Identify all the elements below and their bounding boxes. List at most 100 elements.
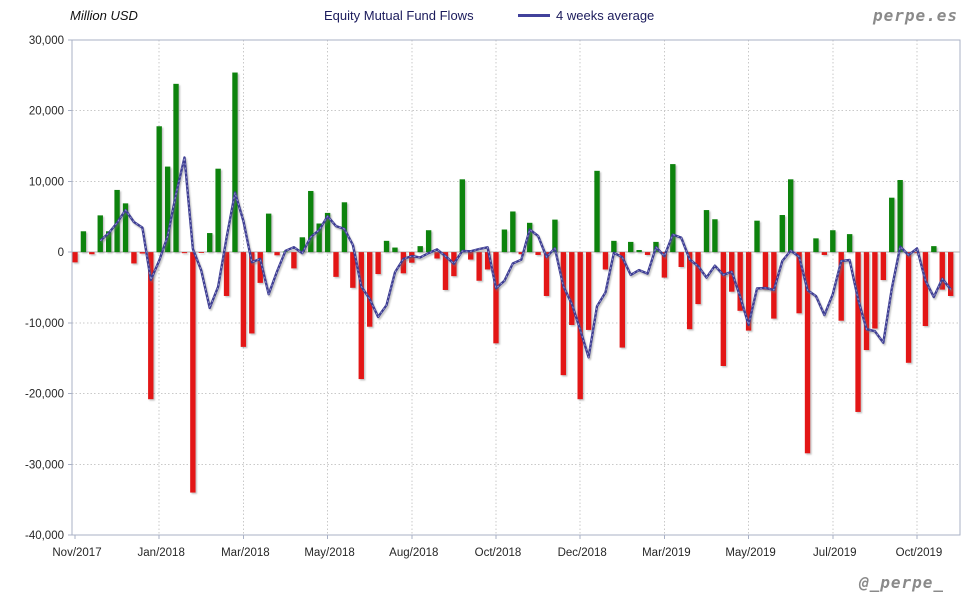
outflow-bar	[333, 252, 339, 277]
outflow-bar	[821, 252, 828, 255]
site-watermark: perpe.es	[872, 6, 958, 25]
y-tick-label: -30,000	[25, 459, 64, 471]
outflow-bar	[543, 252, 550, 296]
outflow-bar	[771, 252, 777, 319]
outflow-bar	[190, 252, 196, 493]
inflow-bar	[510, 211, 516, 253]
x-tick-label: May/2018	[304, 547, 355, 559]
inflow-bar	[846, 234, 853, 253]
outflow-bar	[695, 252, 701, 305]
x-tick-label: Jan/2018	[138, 547, 185, 559]
inflow-bar	[207, 233, 213, 253]
y-tick-label: 0	[58, 247, 64, 259]
inflow-bar	[215, 168, 221, 253]
x-tick-label: Oct/2018	[475, 547, 522, 559]
outflow-bar	[198, 252, 204, 253]
outflow-bar	[720, 252, 727, 366]
average-line	[99, 156, 952, 359]
outflow-bar	[838, 252, 844, 321]
x-tick-label: Nov/2017	[52, 547, 101, 559]
inflow-bar	[897, 180, 903, 253]
inflow-bar	[105, 231, 112, 253]
outflow-bar	[880, 252, 887, 281]
inflow-bar	[299, 237, 306, 253]
inflow-bar	[417, 246, 423, 253]
outflow-bar	[367, 252, 373, 327]
outflow-bar	[131, 252, 137, 264]
outflow-bar	[249, 252, 255, 334]
inflow-bar	[501, 229, 508, 253]
inflow-bar	[173, 83, 179, 253]
outflow-bar	[350, 252, 356, 288]
x-tick-label: Mar/2019	[642, 547, 691, 559]
inflow-bar	[526, 222, 533, 253]
outflow-bar	[181, 252, 188, 254]
inflow-bar	[931, 246, 937, 253]
inflow-bar	[425, 230, 432, 253]
outflow-bar	[804, 252, 811, 454]
inflow-bar	[779, 215, 785, 253]
inflow-bar	[813, 238, 819, 253]
inflow-bar	[628, 241, 634, 253]
y-tick-label: 30,000	[29, 35, 64, 47]
inflow-bar	[552, 219, 558, 253]
outflow-bar	[577, 252, 583, 400]
outflow-bar	[72, 252, 78, 263]
author-handle: @_perpe_	[858, 573, 944, 592]
outflow-bar	[139, 252, 146, 254]
x-tick-label: Oct/2019	[896, 547, 943, 559]
inflow-bar	[122, 203, 129, 253]
x-tick-label: Aug/2018	[389, 547, 438, 559]
outflow-bar	[240, 252, 247, 347]
outflow-bar	[257, 252, 263, 283]
outflow-bar	[442, 252, 449, 290]
y-axis-title: Million USD	[70, 8, 138, 23]
outflow-bar	[855, 252, 861, 412]
outflow-bar	[762, 252, 769, 290]
inflow-bar	[97, 215, 103, 253]
outflow-bar	[619, 252, 625, 348]
outflow-bar	[644, 252, 651, 255]
inflow-bar	[670, 164, 676, 253]
legend: 4 weeks average	[518, 8, 654, 23]
y-tick-label: -10,000	[25, 318, 64, 330]
outflow-bar	[686, 252, 693, 330]
outflow-bar	[602, 252, 609, 270]
inflow-bar	[316, 223, 322, 253]
inflow-bar	[164, 166, 171, 253]
average-line-legend-swatch	[518, 14, 550, 17]
y-tick-label: 10,000	[29, 176, 64, 188]
inflow-bar	[324, 212, 331, 253]
outflow-bar	[678, 252, 684, 267]
outflow-bar	[358, 252, 364, 380]
outflow-bar	[585, 252, 592, 330]
inflow-bar	[341, 202, 348, 253]
outflow-bar	[476, 252, 482, 281]
outflow-bar	[148, 252, 154, 400]
outflow-bar	[535, 252, 541, 255]
inflow-bar	[265, 213, 272, 253]
y-tick-label: -40,000	[25, 530, 64, 542]
x-tick-label: Dec/2018	[558, 547, 607, 559]
inflow-bar	[830, 230, 836, 253]
inflow-bar	[889, 197, 895, 253]
outflow-bar	[560, 252, 567, 376]
outflow-bar	[905, 252, 912, 363]
outflow-bar	[569, 252, 575, 325]
x-tick-label: Mar/2018	[221, 547, 270, 559]
inflow-bar	[712, 219, 718, 253]
inflow-bar	[788, 179, 794, 253]
inflow-bar	[308, 190, 314, 253]
legend-label: 4 weeks average	[556, 8, 655, 23]
outflow-bar	[400, 252, 407, 274]
outflow-bar	[947, 252, 954, 296]
outflow-bar	[939, 252, 945, 290]
x-tick-label: Jul/2019	[813, 547, 856, 559]
chart-title: Equity Mutual Fund Flows	[324, 8, 474, 23]
outflow-bar	[863, 252, 870, 351]
outflow-bar	[291, 252, 297, 269]
outflow-bar	[223, 252, 230, 296]
outflow-bar	[872, 252, 878, 329]
outflow-bar	[468, 252, 474, 260]
